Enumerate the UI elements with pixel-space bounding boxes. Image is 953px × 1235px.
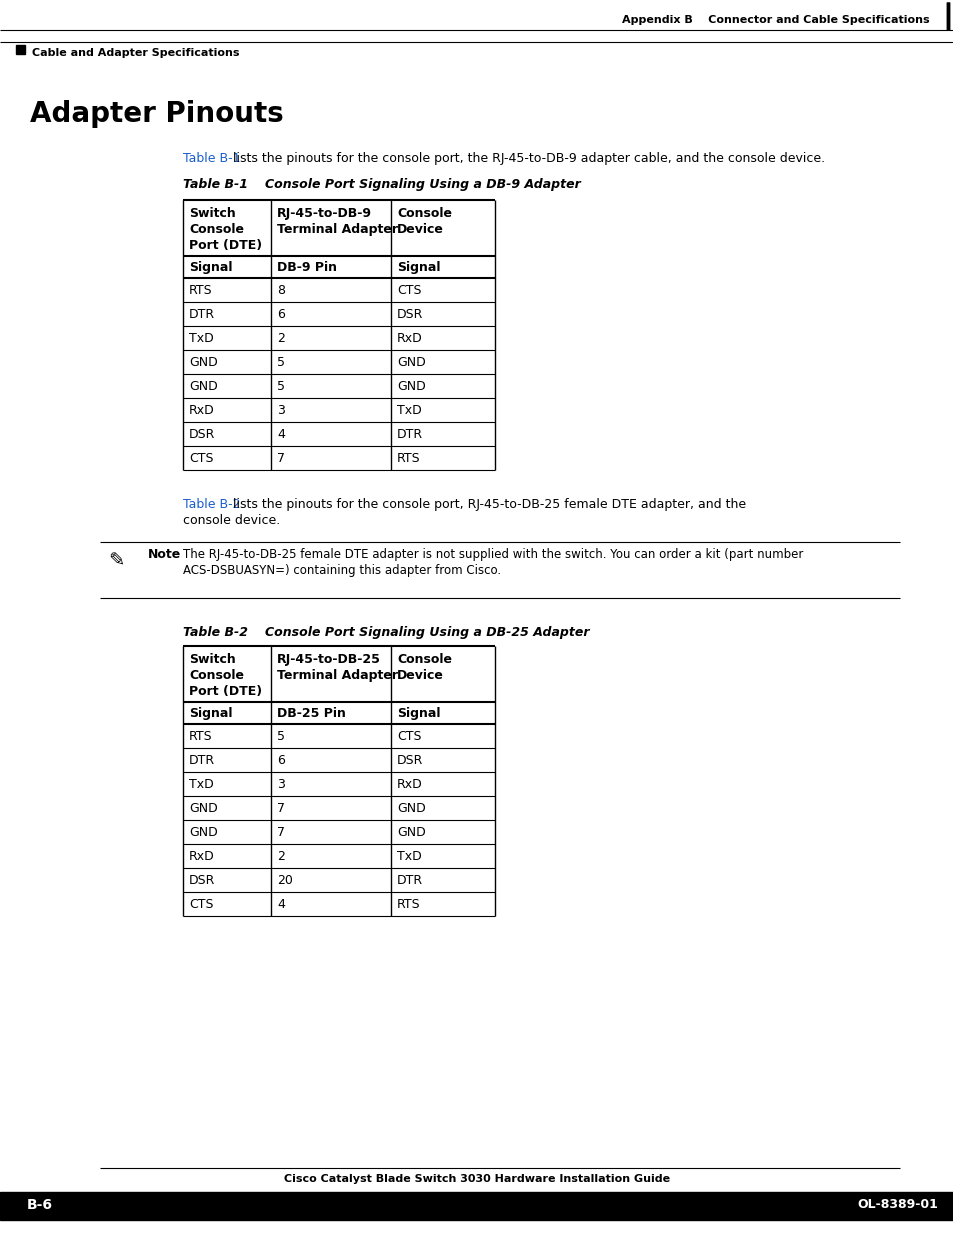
Text: 20: 20 [276, 874, 293, 887]
Text: 5: 5 [276, 356, 285, 369]
Text: DTR: DTR [189, 308, 214, 321]
Text: 7: 7 [276, 802, 285, 815]
Text: lists the pinouts for the console port, the RJ-45-to-DB-9 adapter cable, and the: lists the pinouts for the console port, … [229, 152, 824, 165]
Text: Signal: Signal [396, 261, 440, 274]
Text: Terminal Adapter: Terminal Adapter [276, 669, 397, 682]
Text: DTR: DTR [189, 755, 214, 767]
Text: RTS: RTS [189, 284, 213, 296]
Text: 7: 7 [276, 452, 285, 466]
Text: Table B-2: Table B-2 [183, 498, 240, 511]
Text: DSR: DSR [189, 429, 215, 441]
Text: Port (DTE): Port (DTE) [189, 240, 262, 252]
Text: GND: GND [189, 802, 217, 815]
Text: Cisco Catalyst Blade Switch 3030 Hardware Installation Guide: Cisco Catalyst Blade Switch 3030 Hardwar… [284, 1174, 669, 1184]
Text: TxD: TxD [189, 778, 213, 790]
Text: Appendix B    Connector and Cable Specifications: Appendix B Connector and Cable Specifica… [621, 15, 929, 25]
Text: lists the pinouts for the console port, RJ-45-to-DB-25 female DTE adapter, and t: lists the pinouts for the console port, … [229, 498, 745, 511]
Text: Adapter Pinouts: Adapter Pinouts [30, 100, 283, 128]
Bar [0, 1192, 953, 1220]
Text: 3: 3 [276, 404, 285, 417]
Text: RJ-45-to-DB-25: RJ-45-to-DB-25 [276, 653, 380, 666]
Text: GND: GND [189, 380, 217, 393]
Text: DTR: DTR [396, 429, 423, 441]
Text: Signal: Signal [396, 706, 440, 720]
Text: 6: 6 [276, 755, 285, 767]
Text: Console: Console [189, 224, 244, 236]
Text: 4: 4 [276, 898, 285, 911]
Text: GND: GND [189, 826, 217, 839]
Text: Device: Device [396, 224, 443, 236]
Text: Console Port Signaling Using a DB-25 Adapter: Console Port Signaling Using a DB-25 Ada… [265, 626, 589, 638]
Text: Note: Note [148, 548, 181, 561]
Text: DSR: DSR [396, 308, 423, 321]
Text: DTR: DTR [396, 874, 423, 887]
Text: CTS: CTS [396, 730, 421, 743]
Text: 4: 4 [276, 429, 285, 441]
Text: RJ-45-to-DB-9: RJ-45-to-DB-9 [276, 207, 372, 220]
Text: Signal: Signal [189, 261, 233, 274]
Text: Console: Console [396, 653, 452, 666]
Text: Table B-1: Table B-1 [183, 152, 240, 165]
Text: GND: GND [396, 356, 425, 369]
Text: 7: 7 [276, 826, 285, 839]
Text: 5: 5 [276, 730, 285, 743]
Text: RxD: RxD [189, 850, 214, 863]
Text: Console Port Signaling Using a DB-9 Adapter: Console Port Signaling Using a DB-9 Adap… [265, 178, 580, 191]
Text: Terminal Adapter: Terminal Adapter [276, 224, 397, 236]
Text: TxD: TxD [396, 404, 421, 417]
Text: DSR: DSR [396, 755, 423, 767]
Text: GND: GND [396, 826, 425, 839]
Text: DSR: DSR [189, 874, 215, 887]
Text: 2: 2 [276, 332, 285, 345]
Text: Console: Console [396, 207, 452, 220]
Text: Table B-2: Table B-2 [183, 626, 248, 638]
Text: 2: 2 [276, 850, 285, 863]
Text: Switch: Switch [189, 653, 235, 666]
Text: RTS: RTS [189, 730, 213, 743]
Text: CTS: CTS [189, 898, 213, 911]
Text: DB-25 Pin: DB-25 Pin [276, 706, 346, 720]
Text: TxD: TxD [396, 850, 421, 863]
Text: Cable and Adapter Specifications: Cable and Adapter Specifications [32, 48, 239, 58]
Text: GND: GND [396, 380, 425, 393]
Text: ACS-DSBUASYN=) containing this adapter from Cisco.: ACS-DSBUASYN=) containing this adapter f… [183, 564, 500, 577]
Text: OL-8389-01: OL-8389-01 [856, 1198, 937, 1212]
Text: GND: GND [396, 802, 425, 815]
Bar [16, 44, 25, 54]
Text: B-6: B-6 [27, 1198, 53, 1212]
Text: 5: 5 [276, 380, 285, 393]
Text: RxD: RxD [396, 778, 422, 790]
Text: Console: Console [189, 669, 244, 682]
Text: Port (DTE): Port (DTE) [189, 685, 262, 698]
Text: Device: Device [396, 669, 443, 682]
Text: Table B-1: Table B-1 [183, 178, 248, 191]
Text: RTS: RTS [396, 452, 420, 466]
Text: RTS: RTS [396, 898, 420, 911]
Text: CTS: CTS [189, 452, 213, 466]
Text: 3: 3 [276, 778, 285, 790]
Text: ✎: ✎ [108, 552, 124, 571]
Text: TxD: TxD [189, 332, 213, 345]
Text: CTS: CTS [396, 284, 421, 296]
Text: GND: GND [189, 356, 217, 369]
Text: RxD: RxD [396, 332, 422, 345]
Text: Signal: Signal [189, 706, 233, 720]
Text: Switch: Switch [189, 207, 235, 220]
Text: DB-9 Pin: DB-9 Pin [276, 261, 336, 274]
Text: console device.: console device. [183, 514, 280, 527]
Text: The RJ-45-to-DB-25 female DTE adapter is not supplied with the switch. You can o: The RJ-45-to-DB-25 female DTE adapter is… [183, 548, 802, 561]
Text: 8: 8 [276, 284, 285, 296]
Text: 6: 6 [276, 308, 285, 321]
Text: RxD: RxD [189, 404, 214, 417]
